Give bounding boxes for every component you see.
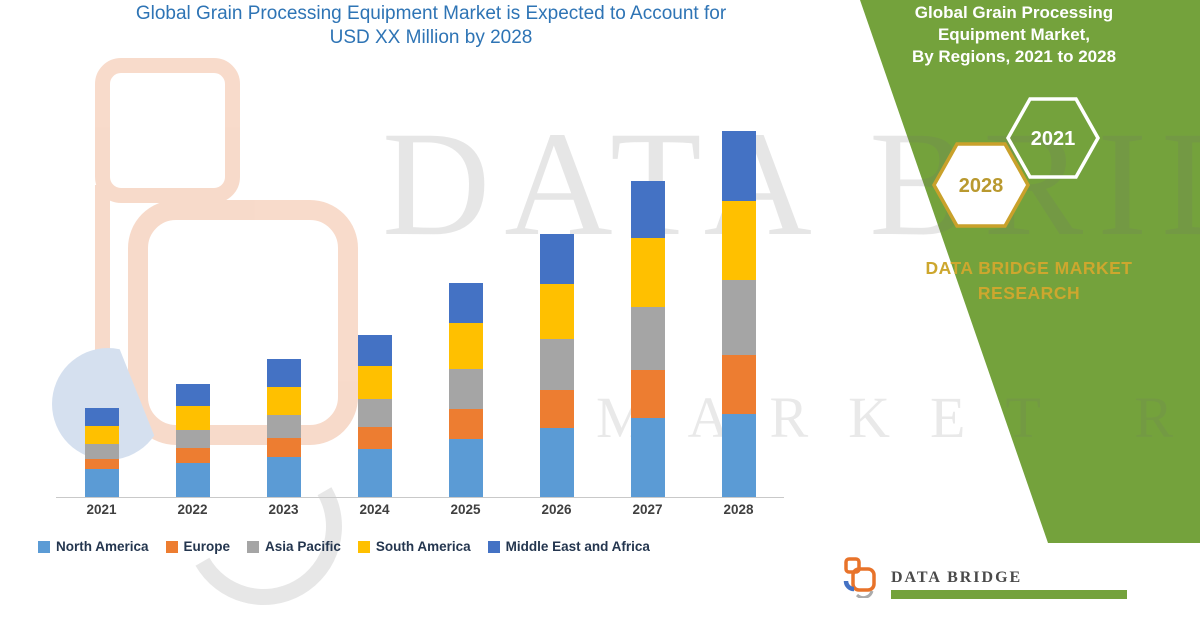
bar-segment-2021-north-america bbox=[84, 468, 119, 497]
bar-2023 bbox=[266, 358, 301, 497]
side-panel-title: Global Grain Processing Equipment Market… bbox=[911, 3, 1117, 66]
bar-segment-2028-middle-east-and-africa bbox=[721, 131, 756, 201]
bar-segment-2021-asia-pacific bbox=[84, 444, 119, 459]
x-tick-label-2027: 2027 bbox=[632, 502, 663, 517]
legend-label: South America bbox=[375, 539, 471, 554]
footer-logo: DATA BRIDGE bbox=[843, 556, 1143, 600]
legend-label: Middle East and Africa bbox=[505, 539, 650, 554]
bar-segment-2024-north-america bbox=[357, 449, 392, 497]
bar-segment-2026-asia-pacific bbox=[539, 339, 574, 390]
chart-legend: North America Europe Asia Pacific South Ame… bbox=[38, 539, 798, 554]
footer-logo-name: DATA BRIDGE bbox=[891, 569, 1023, 586]
bar-2025 bbox=[448, 282, 483, 497]
legend-item-asia-pacific: Asia Pacific bbox=[247, 539, 341, 554]
bar-segment-2024-asia-pacific bbox=[357, 398, 392, 428]
bar-segment-2026-europe bbox=[539, 389, 574, 429]
brand-text: DATA BRIDGE MARKET RESEARCH bbox=[925, 258, 1133, 303]
bar-segment-2023-middle-east-and-africa bbox=[266, 358, 301, 387]
legend-item-middle-east-and-africa: Middle East and Africa bbox=[487, 539, 650, 554]
bar-segment-2021-middle-east-and-africa bbox=[84, 408, 119, 427]
bar-segment-2023-europe bbox=[266, 438, 301, 457]
x-tick-label-2028: 2028 bbox=[723, 502, 754, 517]
legend-label: North America bbox=[56, 539, 149, 554]
bar-segment-2026-north-america bbox=[539, 428, 574, 497]
bar-segment-2028-asia-pacific bbox=[721, 279, 756, 356]
bar-2024 bbox=[357, 335, 392, 497]
legend-swatch bbox=[357, 540, 370, 553]
bar-segment-2023-south-america bbox=[266, 386, 301, 416]
x-axis-labels: 2021 2022 2023 2024 2025 2026 2027 2028 bbox=[56, 502, 784, 517]
legend-swatch bbox=[38, 540, 50, 553]
bar-segment-2025-middle-east-and-africa bbox=[448, 282, 483, 324]
legend-label: Asia Pacific bbox=[265, 539, 341, 554]
bar-segment-2025-europe bbox=[448, 409, 483, 440]
legend-item-europe: Europe bbox=[165, 539, 231, 554]
bar-segment-2025-asia-pacific bbox=[448, 368, 483, 410]
bar-segment-2027-middle-east-and-africa bbox=[630, 180, 665, 239]
bar-segment-2026-middle-east-and-africa bbox=[539, 234, 574, 284]
bar-segment-2028-south-america bbox=[721, 200, 756, 280]
bar-segment-2024-south-america bbox=[357, 365, 392, 399]
bar-2026 bbox=[539, 234, 574, 497]
bar-segment-2022-middle-east-and-africa bbox=[175, 383, 210, 407]
bar-segment-2022-europe bbox=[175, 448, 210, 463]
bar-segment-2021-europe bbox=[84, 458, 119, 469]
bar-segment-2027-europe bbox=[630, 369, 665, 419]
bar-segment-2026-south-america bbox=[539, 283, 574, 340]
bar-segment-2023-asia-pacific bbox=[266, 415, 301, 439]
legend-label: Europe bbox=[183, 539, 231, 554]
bar-segment-2024-middle-east-and-africa bbox=[357, 335, 392, 366]
bar-segment-2028-north-america bbox=[721, 414, 756, 497]
bar-2022 bbox=[175, 383, 210, 497]
bar-segment-2024-europe bbox=[357, 427, 392, 450]
x-tick-label-2022: 2022 bbox=[177, 502, 208, 517]
legend-swatch bbox=[165, 540, 178, 553]
bar-2028 bbox=[721, 131, 756, 497]
hexagon-2021: 2021 bbox=[1006, 97, 1100, 179]
bar-plot bbox=[56, 119, 784, 498]
bar-segment-2022-asia-pacific bbox=[175, 430, 210, 449]
legend-item-south-america: South America bbox=[357, 539, 471, 554]
bar-segment-2025-south-america bbox=[448, 323, 483, 369]
bar-segment-2028-europe bbox=[721, 355, 756, 415]
data-bridge-logo-icon bbox=[843, 557, 876, 598]
x-tick-label-2024: 2024 bbox=[359, 502, 390, 517]
legend-swatch bbox=[247, 540, 260, 553]
legend-item-north-america: North America bbox=[38, 539, 149, 554]
bar-segment-2022-south-america bbox=[175, 406, 210, 431]
footer-logo-green-bar bbox=[891, 590, 1127, 599]
x-tick-label-2026: 2026 bbox=[541, 502, 572, 517]
x-tick-label-2023: 2023 bbox=[268, 502, 299, 517]
hexagon-2028-label: 2028 bbox=[959, 175, 1004, 197]
bar-segment-2027-north-america bbox=[630, 418, 665, 497]
bar-segment-2025-north-america bbox=[448, 439, 483, 497]
legend-swatch bbox=[487, 540, 500, 553]
x-tick-label-2025: 2025 bbox=[450, 502, 481, 517]
x-tick-label-2021: 2021 bbox=[86, 502, 117, 517]
hexagon-2021-label: 2021 bbox=[1031, 128, 1076, 150]
bar-2021 bbox=[84, 408, 119, 497]
bar-segment-2027-south-america bbox=[630, 238, 665, 307]
bar-segment-2027-asia-pacific bbox=[630, 306, 665, 370]
hexagon-2028: 2028 bbox=[932, 142, 1030, 228]
bar-2027 bbox=[630, 180, 665, 497]
bar-segment-2023-north-america bbox=[266, 456, 301, 497]
chart-title: Global Grain Processing Equipment Market… bbox=[135, 3, 727, 48]
bar-segment-2022-north-america bbox=[175, 462, 210, 497]
bar-segment-2021-south-america bbox=[84, 426, 119, 445]
